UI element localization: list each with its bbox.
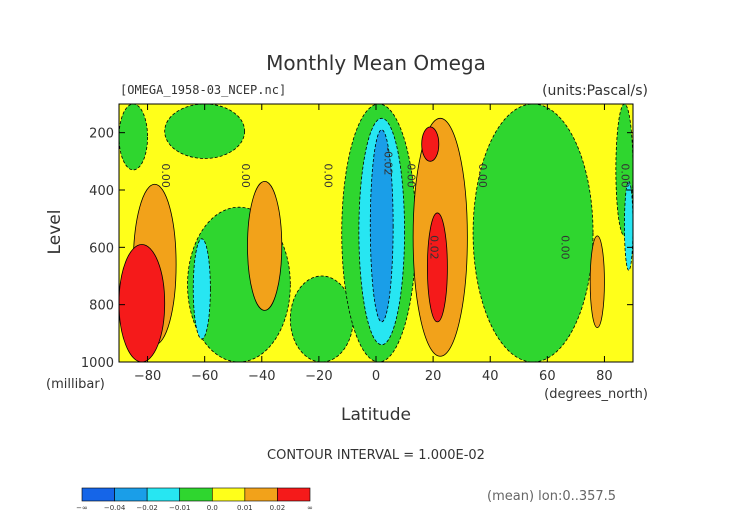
y-axis-title: Level (45, 210, 65, 255)
contour-region-14 (247, 180, 283, 311)
colorbar-label: ∞ (307, 504, 313, 512)
colorbar-swatch (277, 487, 311, 502)
colorbar-swatch (81, 487, 115, 502)
contour-region-7 (472, 104, 594, 362)
x-tick-label: −20 (305, 369, 332, 384)
contour-region-11 (624, 181, 633, 271)
colorbar-label: 0.02 (270, 504, 286, 512)
contour-label-6: 0.02 (427, 235, 440, 259)
contour-region-17 (119, 244, 166, 362)
y-tick-label: 800 (89, 299, 114, 314)
x-tick-label: 20 (425, 369, 442, 384)
x-tick-label: −60 (191, 369, 218, 384)
contour-region-3 (164, 104, 246, 159)
colorbar-label: −0.02 (136, 504, 157, 512)
contour-label-8: 0.00 (559, 235, 572, 259)
contour-region-19 (426, 212, 448, 323)
mean-note: (mean) lon:0..357.5 (487, 489, 616, 504)
contour-region-5 (289, 275, 354, 362)
x-tick-label: 60 (539, 369, 556, 384)
contour-label-7: 0.00 (476, 163, 489, 188)
contour-label-9: 0.00 (619, 163, 632, 188)
x-tick-label: 40 (482, 369, 499, 384)
colorbar-swatch (114, 487, 148, 502)
colorbar-label: −0.01 (169, 504, 190, 512)
y-unit-label: (millibar) (46, 377, 105, 392)
plot-area: 0.00 0.00 0.00 -0.02 0.00 0.02 0.00 0.00 0.00 −80… (81, 103, 634, 384)
colorbar-swatch (211, 487, 246, 502)
colorbar-label: 0.01 (237, 504, 253, 512)
contour-region-12 (369, 129, 394, 323)
y-tick-label: 600 (89, 241, 114, 256)
colorbar-label: −0.04 (104, 504, 126, 512)
contour-region-16 (589, 235, 605, 328)
x-axis-title: Latitude (341, 405, 411, 425)
chart-title: Monthly Mean Omega (266, 51, 486, 75)
contour-interval-label: CONTOUR INTERVAL = 1.000E-02 (267, 448, 485, 463)
colorbar-label: −∞ (76, 504, 88, 512)
x-tick-label: −40 (248, 369, 275, 384)
x-tick-label: −80 (134, 369, 161, 384)
contour-label-1: 0.00 (159, 163, 172, 188)
units-label: (units:Pascal/s) (542, 83, 648, 99)
contour-region-18 (421, 126, 440, 162)
x-tick-label: 80 (596, 369, 613, 384)
x-tick-label: 0 (372, 369, 380, 384)
y-tick-label: 200 (89, 127, 114, 142)
colorbar-swatch (146, 487, 181, 502)
file-label: [OMEGA_1958-03_NCEP.nc] (120, 83, 286, 97)
colorbar: −∞ −0.04 −0.02 −0.01 0.0 0.01 0.02 ∞ (76, 487, 313, 512)
y-tick-label: 1000 (81, 356, 114, 371)
colorbar-swatch (179, 487, 213, 502)
colorbar-swatch (244, 487, 278, 502)
contour-label-3: 0.00 (322, 163, 335, 188)
contour-label-5: 0.00 (404, 163, 417, 188)
colorbar-label: 0.0 (207, 504, 218, 512)
contour-label-2: 0.00 (239, 163, 252, 188)
x-unit-label: (degrees_north) (544, 387, 648, 402)
contour-region-9 (192, 238, 211, 340)
contour-region-2 (119, 104, 148, 171)
y-tick-label: 400 (89, 184, 114, 199)
contour-label-4: -0.02 (382, 147, 395, 175)
